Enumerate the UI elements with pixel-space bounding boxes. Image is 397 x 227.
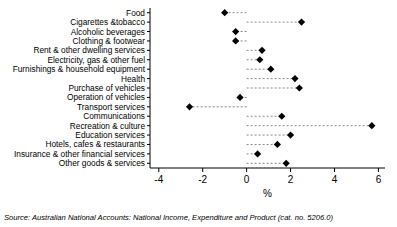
marker [232, 28, 239, 35]
y-tick [147, 78, 150, 79]
y-tick [147, 31, 150, 32]
x-tick-label: 4 [332, 174, 338, 185]
category-label: Other goods & services [59, 158, 145, 168]
leader-line [247, 125, 372, 126]
marker [258, 47, 265, 54]
y-tick [147, 116, 150, 117]
marker [278, 113, 285, 120]
y-tick [147, 163, 150, 164]
marker [232, 37, 239, 44]
y-tick [147, 50, 150, 51]
marker [221, 9, 228, 16]
leader-line [247, 135, 291, 136]
x-tick [290, 168, 291, 172]
y-tick [147, 40, 150, 41]
leader-line [247, 22, 302, 23]
x-tick [246, 168, 247, 172]
marker [267, 66, 274, 73]
marker [256, 56, 263, 63]
y-tick [147, 106, 150, 107]
chart: -4-20246FoodCigarettes &tobaccoAlcoholic… [0, 0, 397, 227]
x-tick-label: 2 [288, 174, 294, 185]
marker [298, 19, 305, 26]
x-axis [150, 168, 385, 169]
leader-line [190, 106, 247, 107]
x-axis-label: % [263, 188, 272, 199]
marker [236, 94, 243, 101]
marker [274, 141, 281, 148]
x-tick [334, 168, 335, 172]
x-tick-label: 6 [376, 174, 382, 185]
y-tick [147, 59, 150, 60]
y-tick [147, 153, 150, 154]
y-tick [147, 125, 150, 126]
x-tick-label: -2 [198, 174, 207, 185]
x-tick [378, 168, 379, 172]
marker [254, 150, 261, 157]
leader-line [247, 144, 278, 145]
leader-line [247, 163, 287, 164]
leader-line [247, 88, 300, 89]
marker [296, 84, 303, 91]
y-tick [147, 135, 150, 136]
y-tick [147, 22, 150, 23]
marker [368, 122, 375, 129]
source: Source: Australian National Accounts: Na… [4, 213, 334, 222]
y-tick [147, 12, 150, 13]
y-tick [147, 69, 150, 70]
leader-line [247, 116, 282, 117]
y-tick [147, 144, 150, 145]
x-tick-label: -4 [154, 174, 163, 185]
marker [287, 131, 294, 138]
marker [291, 75, 298, 82]
y-tick [147, 97, 150, 98]
marker [283, 160, 290, 167]
leader-line [247, 69, 271, 70]
x-tick-label: 0 [244, 174, 250, 185]
y-tick [147, 88, 150, 89]
leader-line [247, 78, 295, 79]
x-tick [158, 168, 159, 172]
x-tick [202, 168, 203, 172]
marks [186, 9, 375, 167]
marker [186, 103, 193, 110]
